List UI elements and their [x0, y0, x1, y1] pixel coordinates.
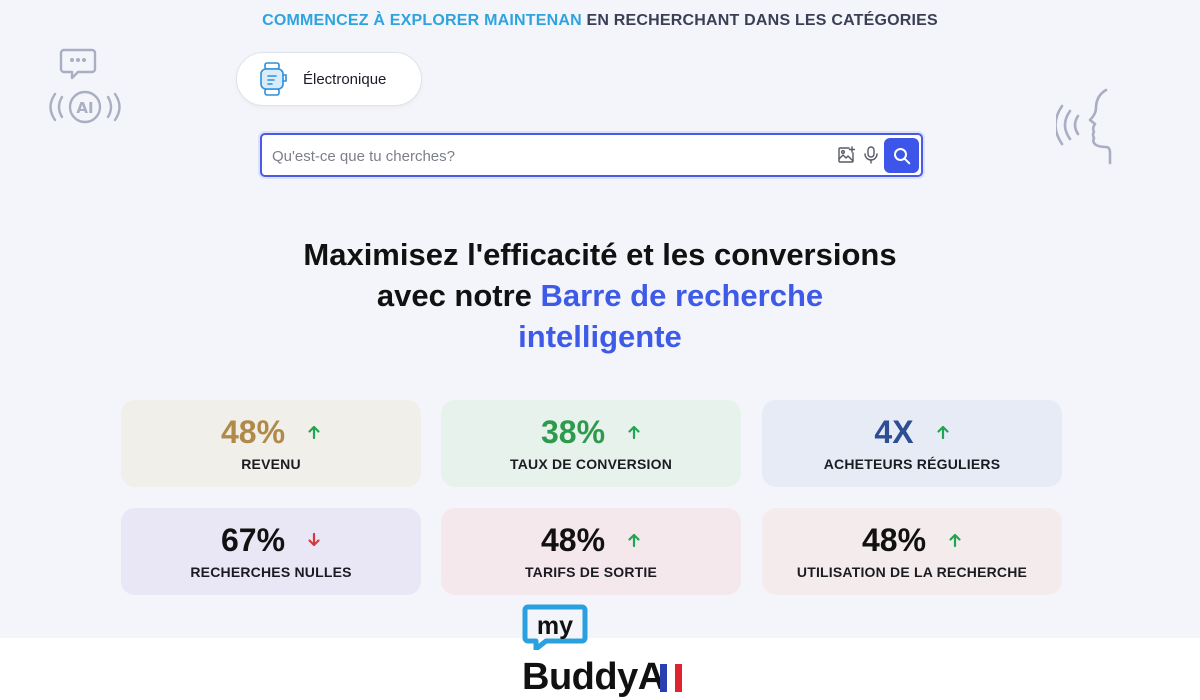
landing-section: COMMENCEZ À EXPLORER MAINTENAN EN RECHER… [0, 0, 1200, 638]
tagline-highlight: COMMENCEZ À EXPLORER MAINTENAN [262, 12, 582, 29]
stat-label: ACHETEURS RÉGULIERS [823, 456, 1001, 472]
stat-card-repeat-buyers: 4X ACHETEURS RÉGULIERS [762, 400, 1062, 487]
search-bar [260, 133, 923, 177]
search-icon [893, 147, 910, 164]
logo-my: my [536, 612, 574, 640]
stat-value: 4X [874, 414, 914, 450]
stat-value: 38% [540, 414, 606, 450]
stat-value: 48% [220, 414, 286, 450]
stat-label: RECHERCHES NULLES [190, 564, 352, 580]
category-electronics[interactable]: Électronique [236, 52, 422, 106]
ai-voice-chat-icon: AI [49, 48, 121, 124]
category-label: Électronique [303, 70, 387, 88]
arrow-up-icon [628, 425, 640, 440]
arrow-up-icon [936, 425, 949, 440]
arrow-up-icon [308, 425, 320, 440]
smartwatch-icon [260, 62, 287, 96]
stat-card-search-usage: 48% UTILISATION DE LA RECHERCHE [762, 508, 1062, 595]
stat-value: 48% [540, 522, 606, 558]
headline-line-1: Maximisez l'efficacité et les conversion… [303, 237, 897, 272]
microphone-icon[interactable] [863, 146, 879, 164]
stats-grid: 48% REVENU 38% TAUX DE CONVERSION 4X ACH… [121, 400, 1062, 596]
search-input[interactable] [272, 143, 832, 169]
arrow-up-icon [628, 533, 640, 548]
french-flag-icon [660, 664, 682, 692]
headline: Maximisez l'efficacité et les conversion… [0, 234, 1200, 357]
stat-value: 48% [861, 522, 927, 558]
tagline: COMMENCEZ À EXPLORER MAINTENAN EN RECHER… [0, 12, 1200, 30]
tagline-rest: EN RECHERCHANT DANS LES CATÉGORIES [581, 12, 938, 29]
stat-label: UTILISATION DE LA RECHERCHE [796, 564, 1028, 580]
search-button[interactable] [884, 138, 919, 173]
mybuddyai-logo: my BuddyA [520, 600, 686, 700]
headline-line-2-plain: avec notre [376, 278, 541, 313]
headline-line-2: avec notre Barre de recherche [0, 275, 1200, 316]
stat-label: TAUX DE CONVERSION [509, 456, 673, 472]
stat-label: TARIFS DE SORTIE [524, 564, 658, 580]
ai-badge-text: AI [76, 99, 93, 117]
arrow-up-icon [949, 533, 961, 548]
stat-card-null-searches: 67% RECHERCHES NULLES [121, 508, 421, 595]
arrow-down-icon [308, 532, 320, 547]
stat-label: REVENU [241, 456, 301, 472]
stat-card-exit-rates: 48% TARIFS DE SORTIE [441, 508, 741, 595]
image-search-icon[interactable] [837, 146, 855, 164]
stat-card-conversion-rate: 38% TAUX DE CONVERSION [441, 400, 741, 487]
headline-line-2-highlight: Barre de recherche [540, 278, 824, 313]
headline-line-3: intelligente [518, 319, 682, 354]
speech-bubble-icon [522, 604, 588, 650]
stat-value: 67% [220, 522, 286, 558]
logo-name: BuddyA [522, 656, 665, 698]
stat-card-revenue: 48% REVENU [121, 400, 421, 487]
speaking-head-icon [1056, 88, 1112, 165]
footer [0, 638, 1200, 700]
